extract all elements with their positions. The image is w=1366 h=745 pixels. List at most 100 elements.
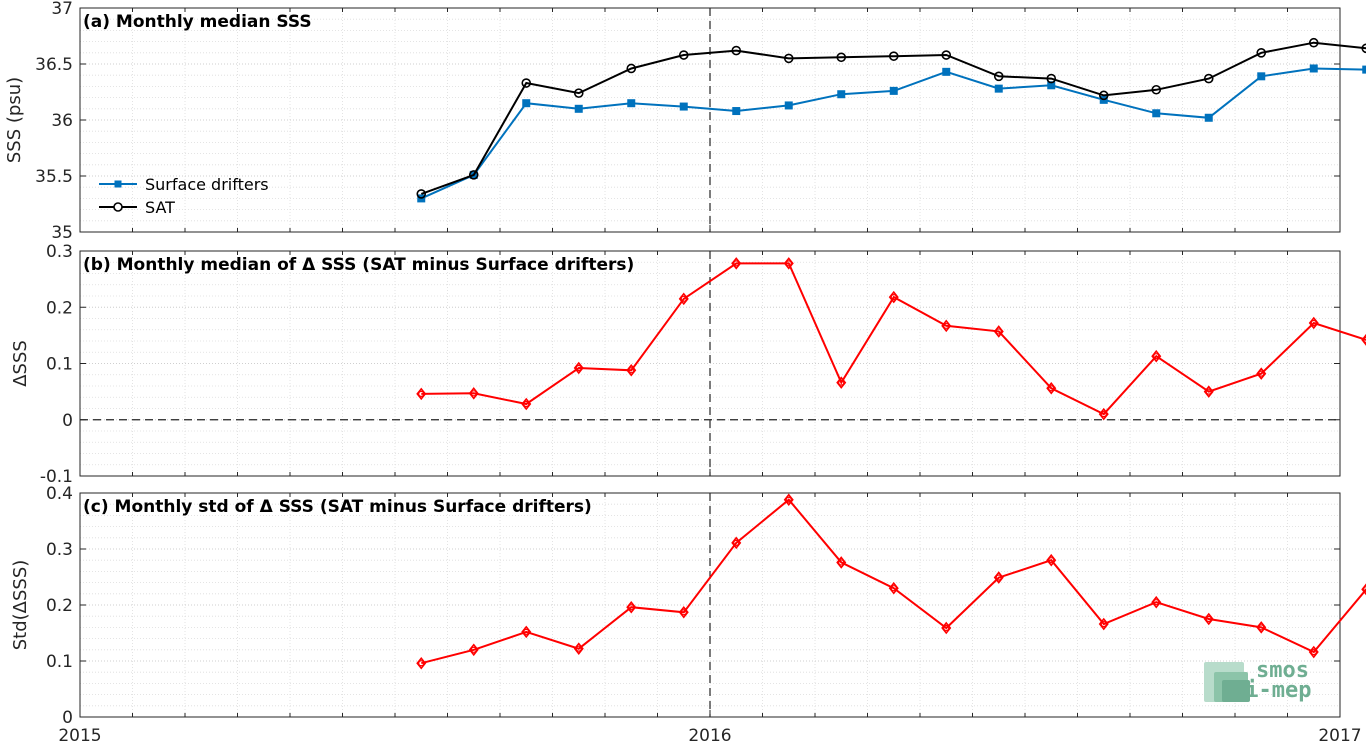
data-point-diamond bbox=[1256, 367, 1267, 380]
data-point-circle bbox=[678, 50, 689, 60]
data-point-diamond bbox=[1151, 349, 1162, 363]
y-tick-label: 0.3 bbox=[46, 242, 73, 262]
data-point-diamond bbox=[731, 536, 742, 550]
data-point-diamond-center bbox=[628, 367, 635, 374]
data-point-circle bbox=[573, 88, 584, 98]
data-point-diamond-center bbox=[1310, 648, 1317, 656]
data-point-square bbox=[574, 104, 583, 113]
data-point-diamond bbox=[993, 325, 1004, 338]
data-point-diamond-center bbox=[1153, 599, 1160, 606]
y-tick-label: 35.5 bbox=[35, 167, 73, 187]
y-axis-label: Std(ΔSSS) bbox=[10, 560, 31, 651]
data-point-diamond bbox=[521, 397, 532, 411]
data-point-diamond-center bbox=[1310, 319, 1317, 327]
data-point-diamond-center bbox=[1258, 624, 1265, 631]
data-point-diamond bbox=[941, 621, 952, 635]
legend-label: Surface drifters bbox=[145, 175, 269, 194]
series-0 bbox=[416, 257, 1366, 421]
panel-title: (b) Monthly median of Δ SSS (SAT minus S… bbox=[83, 255, 634, 275]
data-point-diamond bbox=[1203, 612, 1214, 626]
y-tick-label: 0.1 bbox=[46, 652, 73, 672]
data-point-square bbox=[522, 99, 531, 108]
y-tick-label: 0.4 bbox=[46, 484, 73, 504]
data-point-diamond-center bbox=[1048, 385, 1055, 392]
data-point-diamond-center bbox=[575, 645, 582, 652]
data-point-diamond bbox=[1098, 407, 1109, 421]
data-point-circle bbox=[521, 78, 532, 88]
data-point-diamond-center bbox=[838, 379, 845, 386]
data-point-square bbox=[784, 101, 793, 110]
data-point-diamond bbox=[1256, 621, 1267, 634]
data-point-diamond bbox=[836, 556, 847, 569]
data-point-diamond-center bbox=[575, 364, 582, 372]
y-tick-label: 0.3 bbox=[46, 540, 73, 560]
legend-marker-circle bbox=[113, 202, 123, 212]
legend-marker-square bbox=[114, 180, 122, 188]
y-axis-label: ΔSSS bbox=[10, 340, 31, 387]
data-point-square bbox=[679, 102, 688, 111]
data-point-diamond-center bbox=[890, 294, 897, 301]
data-point-diamond-center bbox=[995, 574, 1002, 581]
data-point-diamond bbox=[468, 387, 479, 400]
data-point-circle bbox=[1256, 47, 1267, 58]
series-line bbox=[421, 262, 1366, 416]
panel-c-std-delta-sss: 0 0.1 0.2 0.3 0.4 Std(ΔSSS) (c) Monthly std of… bbox=[10, 484, 1366, 728]
data-point-diamond bbox=[1046, 553, 1057, 567]
data-point-diamond-center bbox=[418, 660, 425, 667]
data-point-square bbox=[1309, 64, 1318, 73]
data-point-diamond-center bbox=[943, 624, 950, 632]
data-point-diamond-center bbox=[418, 390, 425, 397]
x-tick-label: 2015 bbox=[58, 726, 101, 745]
logo-text-smos: smos bbox=[1256, 658, 1309, 683]
data-point-circle bbox=[888, 51, 899, 61]
data-point-circle bbox=[731, 45, 742, 56]
data-point-diamond bbox=[1308, 316, 1319, 330]
data-point-diamond bbox=[888, 581, 899, 595]
data-point-diamond-center bbox=[1363, 336, 1366, 343]
data-point-diamond-center bbox=[1048, 557, 1055, 564]
data-point-diamond-center bbox=[1205, 388, 1212, 395]
data-point-diamond bbox=[626, 363, 637, 377]
data-point-square bbox=[732, 107, 741, 116]
x-tick-label: 2016 bbox=[688, 726, 731, 745]
data-point-diamond-center bbox=[838, 559, 845, 566]
data-point-diamond-center bbox=[523, 400, 530, 408]
data-point-circle bbox=[1308, 37, 1319, 48]
y-tick-label: 35 bbox=[51, 223, 73, 243]
data-point-diamond bbox=[626, 600, 637, 614]
data-point-diamond-center bbox=[1153, 353, 1160, 360]
data-point-circle bbox=[1098, 90, 1109, 101]
data-point-diamond-center bbox=[733, 260, 740, 267]
data-point-diamond bbox=[468, 643, 479, 657]
data-point-circle bbox=[1151, 84, 1162, 95]
data-point-diamond bbox=[941, 319, 952, 333]
data-point-diamond bbox=[1361, 333, 1366, 346]
data-point-diamond-center bbox=[1363, 586, 1366, 593]
y-axis-label: SSS (psu) bbox=[4, 77, 25, 163]
y-tick-label: 0 bbox=[62, 411, 73, 431]
x-axis-tick-labels: 2015 2016 2017 bbox=[58, 726, 1361, 745]
y-tick-label: 0.2 bbox=[46, 298, 73, 318]
data-point-diamond bbox=[1046, 381, 1057, 395]
data-point-diamond-center bbox=[680, 609, 687, 616]
data-point-circle bbox=[626, 63, 637, 74]
series-0 bbox=[417, 64, 1366, 203]
data-point-diamond bbox=[1098, 617, 1109, 631]
data-point-diamond-center bbox=[943, 322, 950, 329]
data-point-diamond-center bbox=[523, 628, 530, 635]
data-point-square bbox=[837, 90, 846, 99]
data-point-diamond-center bbox=[628, 604, 635, 611]
data-point-diamond bbox=[1308, 645, 1319, 659]
data-point-diamond bbox=[521, 625, 532, 639]
data-point-diamond-center bbox=[470, 390, 477, 397]
data-point-diamond bbox=[1203, 385, 1214, 398]
smos-pi-mep-logo: smos pi-mep bbox=[1204, 658, 1311, 703]
data-point-circle bbox=[836, 52, 847, 63]
series-line bbox=[420, 41, 1366, 195]
logo-mark bbox=[1222, 680, 1250, 702]
data-point-circle bbox=[1361, 43, 1366, 54]
data-point-diamond bbox=[678, 605, 689, 619]
data-point-diamond bbox=[573, 642, 584, 655]
data-point-square bbox=[1362, 65, 1366, 74]
